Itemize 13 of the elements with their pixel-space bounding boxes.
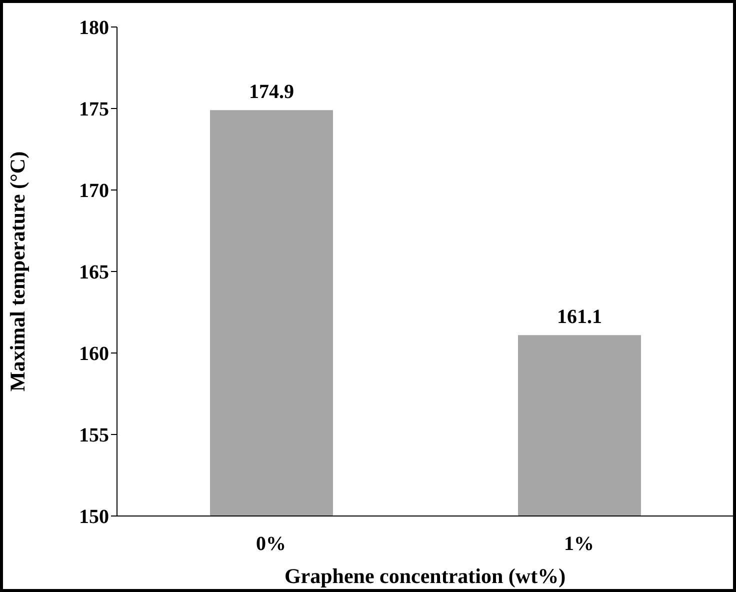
y-tick-label: 180: [79, 17, 109, 40]
y-tick-label: 175: [79, 98, 109, 121]
x-tick-label: 1%: [564, 533, 594, 556]
y-tick-label: 150: [79, 506, 109, 528]
y-tick-label: 155: [79, 424, 109, 447]
y-tick-label: 170: [79, 180, 109, 202]
data-label: 174.9: [249, 81, 294, 104]
y-tick-label: 165: [79, 262, 109, 284]
y-tick-label: 160: [79, 343, 109, 366]
data-label: 161.1: [557, 306, 602, 328]
x-axis-title: Graphene concentration (wt%): [284, 564, 566, 588]
y-axis-title: Maximal temperature (°C): [5, 151, 30, 392]
x-tick-label: 0%: [256, 533, 286, 556]
